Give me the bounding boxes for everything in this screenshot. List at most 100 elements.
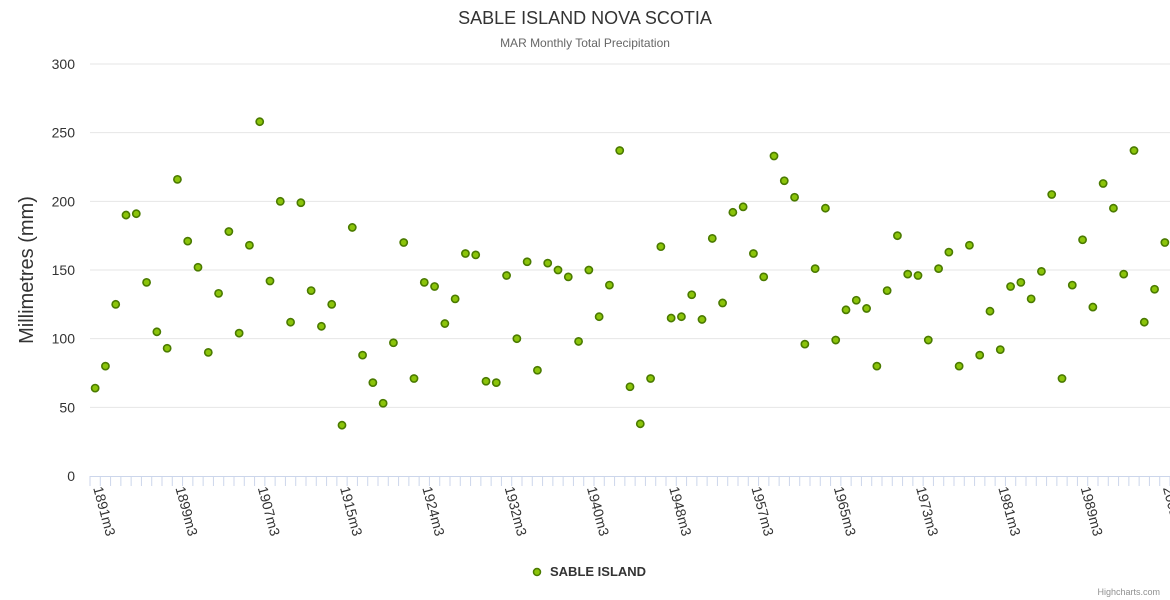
data-point[interactable]	[759, 272, 769, 282]
data-point[interactable]	[358, 350, 367, 360]
data-point[interactable]	[275, 196, 285, 206]
data-point[interactable]	[389, 338, 398, 348]
data-point[interactable]	[975, 350, 985, 360]
data-point[interactable]	[193, 262, 203, 272]
data-point[interactable]	[1129, 146, 1139, 155]
data-point[interactable]	[214, 288, 223, 298]
data-point[interactable]	[810, 264, 820, 274]
data-point[interactable]	[491, 378, 501, 388]
data-point[interactable]	[90, 383, 100, 393]
data-point[interactable]	[121, 210, 131, 220]
data-point[interactable]	[677, 312, 686, 322]
data-point[interactable]	[800, 339, 810, 349]
data-point[interactable]	[1139, 317, 1149, 327]
data-point[interactable]	[101, 361, 110, 371]
data-point[interactable]	[666, 313, 676, 323]
data-point[interactable]	[337, 420, 347, 430]
data-point[interactable]	[985, 306, 995, 316]
data-point[interactable]	[1160, 238, 1170, 247]
data-point[interactable]	[1047, 190, 1057, 199]
data-point[interactable]	[893, 231, 902, 241]
data-point[interactable]	[173, 174, 182, 184]
data-point[interactable]	[574, 337, 583, 346]
data-point[interactable]	[296, 198, 306, 208]
data-point[interactable]	[265, 276, 275, 286]
data-point[interactable]	[543, 258, 553, 268]
data-point[interactable]	[697, 315, 707, 324]
data-point[interactable]	[718, 298, 727, 308]
data-point[interactable]	[1098, 179, 1108, 188]
data-point[interactable]	[327, 299, 337, 309]
data-point[interactable]	[738, 202, 748, 212]
data-point[interactable]	[378, 398, 388, 408]
data-point[interactable]	[224, 227, 234, 236]
data-point[interactable]	[471, 250, 481, 260]
data-point[interactable]	[882, 286, 892, 295]
data-point[interactable]	[306, 286, 316, 295]
data-point[interactable]	[440, 319, 450, 328]
data-point[interactable]	[286, 317, 295, 327]
data-point[interactable]	[656, 242, 666, 252]
data-point[interactable]	[234, 328, 244, 338]
data-point[interactable]	[851, 295, 861, 305]
data-point[interactable]	[625, 382, 635, 392]
data-point[interactable]	[183, 236, 193, 246]
data-point[interactable]	[635, 419, 645, 429]
data-point[interactable]	[944, 247, 954, 257]
data-point[interactable]	[255, 117, 265, 127]
data-point[interactable]	[872, 361, 882, 371]
data-point[interactable]	[1078, 235, 1087, 245]
data-point[interactable]	[553, 265, 563, 275]
data-point[interactable]	[605, 280, 614, 290]
data-point[interactable]	[862, 304, 871, 313]
data-point[interactable]	[779, 176, 789, 186]
data-point[interactable]	[687, 290, 697, 300]
data-point[interactable]	[481, 376, 491, 386]
data-point[interactable]	[769, 151, 779, 161]
data-point[interactable]	[1150, 284, 1159, 294]
data-point[interactable]	[347, 223, 357, 232]
data-point[interactable]	[450, 294, 460, 304]
data-point[interactable]	[831, 335, 841, 345]
data-point[interactable]	[142, 277, 151, 287]
data-point[interactable]	[563, 272, 573, 282]
data-point[interactable]	[368, 378, 378, 388]
data-point[interactable]	[749, 249, 758, 258]
data-point[interactable]	[728, 207, 738, 217]
data-point[interactable]	[430, 282, 439, 291]
data-point[interactable]	[995, 345, 1005, 355]
data-point[interactable]	[965, 240, 974, 250]
data-point[interactable]	[409, 374, 419, 383]
credits-link[interactable]: Highcharts.com	[1097, 587, 1160, 597]
data-point[interactable]	[533, 365, 542, 375]
legend-label[interactable]: SABLE ISLAND	[550, 564, 646, 579]
data-point[interactable]	[502, 271, 511, 280]
data-point[interactable]	[1067, 280, 1077, 290]
data-point[interactable]	[646, 374, 655, 383]
data-point[interactable]	[461, 249, 470, 258]
data-point[interactable]	[903, 269, 913, 279]
data-point[interactable]	[821, 203, 830, 213]
data-point[interactable]	[841, 305, 851, 315]
data-point[interactable]	[317, 321, 326, 331]
data-point[interactable]	[131, 209, 141, 219]
data-point[interactable]	[152, 327, 162, 337]
data-point[interactable]	[245, 240, 254, 250]
data-point[interactable]	[594, 312, 604, 322]
data-point[interactable]	[1109, 203, 1118, 213]
data-point[interactable]	[1026, 294, 1036, 304]
data-point[interactable]	[707, 234, 717, 243]
data-point[interactable]	[615, 146, 625, 155]
data-point[interactable]	[1016, 277, 1026, 287]
data-point[interactable]	[512, 334, 522, 344]
data-point[interactable]	[923, 335, 933, 345]
data-point[interactable]	[1057, 374, 1067, 383]
data-point[interactable]	[203, 347, 213, 357]
data-point[interactable]	[111, 299, 121, 309]
data-point[interactable]	[584, 265, 594, 275]
data-point[interactable]	[399, 238, 409, 247]
data-point[interactable]	[1088, 302, 1098, 312]
legend[interactable]: SABLE ISLAND	[532, 564, 647, 579]
data-point[interactable]	[790, 192, 799, 202]
data-point[interactable]	[913, 271, 923, 280]
